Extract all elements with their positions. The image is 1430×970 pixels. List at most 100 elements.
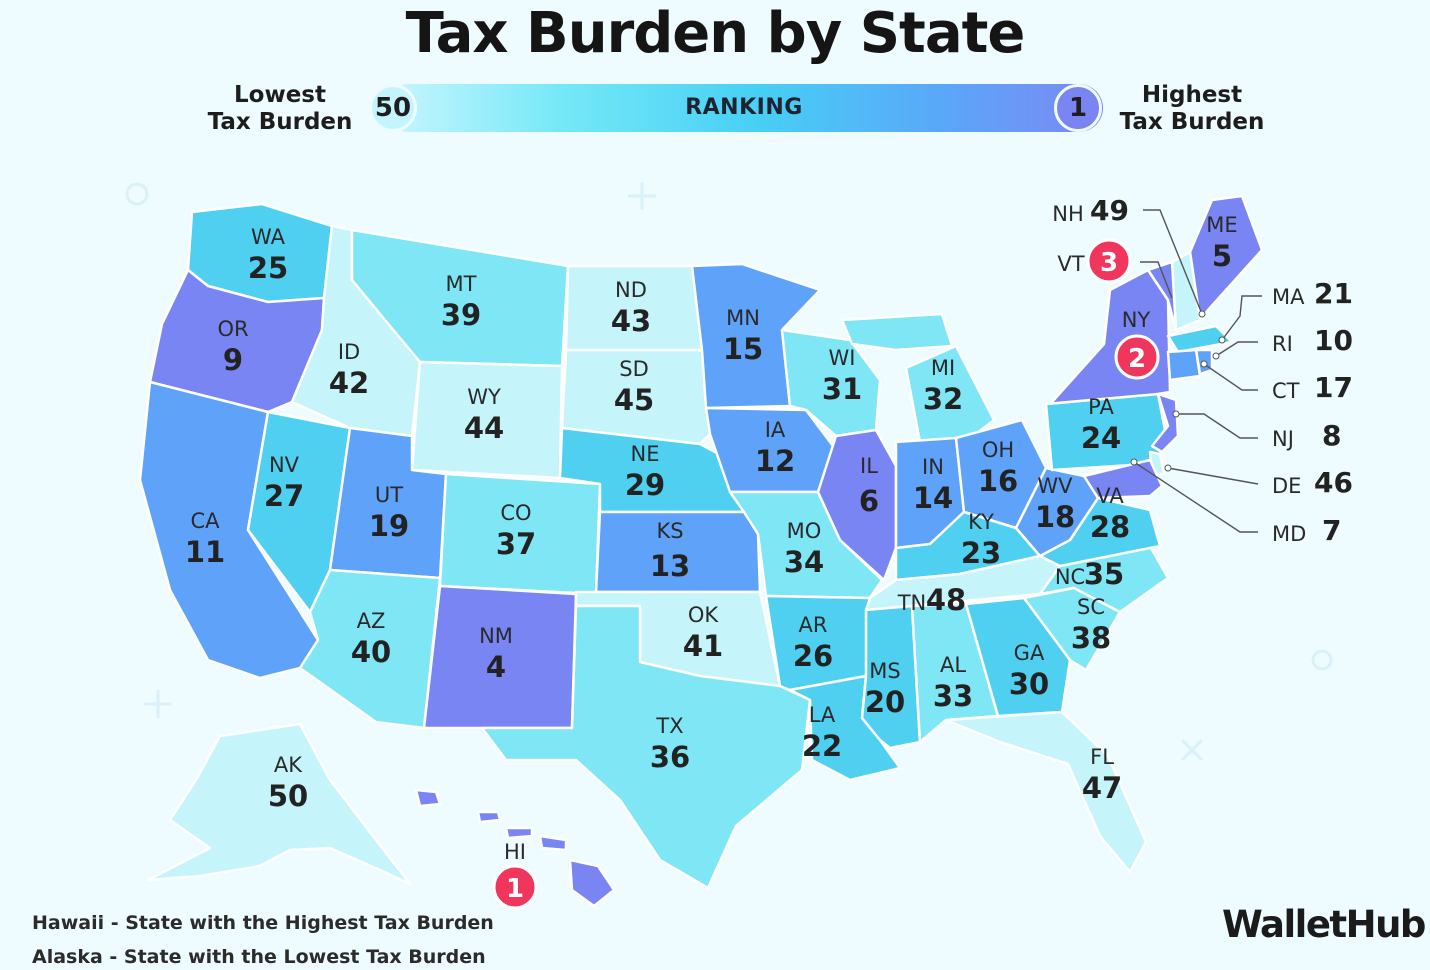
state-fl-rank: 47 [1082,771,1122,805]
state-md [1082,458,1164,500]
state-mi-rank: 32 [923,382,963,416]
callout-line-ct [1203,363,1258,391]
state-wa-abbr: WA [251,225,286,249]
state-id-rank: 42 [329,366,369,400]
state-mt-rank: 39 [441,298,481,332]
callout-leader-lines [1130,209,1262,533]
state-nh-abbr: NH [1052,202,1084,226]
state-ga [964,596,1072,718]
state-nc-abbr: NC [1055,565,1085,589]
state-labels: WA25OR9CA11NV27ID42MT39WY44UT19AZ40CO37N… [185,194,1353,910]
state-ma-abbr: MA [1272,285,1305,309]
state-tx-rank: 36 [650,740,690,774]
state-ia-abbr: IA [765,418,786,442]
callout-line-de [1167,467,1259,485]
state-ut-rank: 19 [369,509,409,543]
state-ga-rank: 30 [1009,667,1049,701]
state-pa-rank: 24 [1081,421,1121,455]
state-vt-rank: 3 [1100,248,1118,278]
state-ct-rank: 17 [1314,371,1353,404]
state-hi-rank: 1 [506,874,524,904]
state-tn-rank: 48 [926,583,966,617]
state-nv-rank: 27 [264,479,304,513]
state-sc-rank: 38 [1071,621,1111,655]
highest-rank-circle: 1 [1054,84,1102,132]
state-al-rank: 33 [933,679,973,713]
legend-highest-label: Highest Tax Burden [1119,82,1265,135]
callout-dot-ma [1218,336,1226,344]
state-or-abbr: OR [217,317,248,341]
state-mo-abbr: MO [787,519,822,543]
callout-line-nh [1143,209,1203,315]
state-md-abbr: MD [1272,522,1306,546]
state-fl [944,710,1148,874]
state-ny-rank-badge [1114,334,1160,380]
state-in-abbr: IN [922,455,944,479]
state-mi [840,312,996,444]
state-il-abbr: IL [860,454,878,478]
state-ak-rank: 50 [268,779,308,813]
state-oh-rank: 16 [978,464,1018,498]
state-wi-rank: 31 [822,372,862,406]
state-mn-abbr: MN [726,306,760,330]
ranking-bar-label: RANKING [685,95,803,120]
state-ne-abbr: NE [631,442,660,466]
state-ma-rank: 21 [1314,277,1353,310]
state-mt-abbr: MT [446,272,477,296]
state-ca-rank: 11 [185,535,225,569]
callout-line-nj [1176,413,1258,439]
page-title: Tax Burden by State [405,1,1026,66]
state-il-rank: 6 [859,484,879,518]
state-ut-abbr: UT [375,483,403,507]
state-nc-rank: 35 [1084,557,1124,591]
state-nv-abbr: NV [269,453,300,477]
state-ks [594,510,762,594]
state-ct [1166,348,1202,382]
state-az-abbr: AZ [357,609,386,633]
state-md-rank: 7 [1322,514,1341,547]
state-tx [480,604,812,890]
ranking-gradient-bar: RANKING [385,84,1103,132]
state-pa-abbr: PA [1088,395,1114,419]
state-ak [146,722,412,886]
state-in-rank: 14 [913,481,953,515]
state-sc-abbr: SC [1077,595,1105,619]
state-ne-rank: 29 [625,468,665,502]
state-sd [560,348,712,446]
state-me-abbr: ME [1206,213,1237,237]
state-sd-abbr: SD [619,357,649,381]
decorative-marks [125,182,1333,762]
state-ks-rank: 13 [650,549,690,583]
state-wi-abbr: WI [829,346,856,370]
legend-lowest-label: Lowest Tax Burden [207,82,353,135]
state-va-abbr: VA [1096,484,1124,508]
callout-dot-nh [1198,310,1206,318]
state-vt [1146,260,1178,332]
state-tx-abbr: TX [655,714,683,738]
state-sd-rank: 45 [614,383,654,417]
state-hi [414,788,616,908]
state-de-rank: 46 [1314,466,1353,499]
state-ok-rank: 41 [683,629,723,663]
state-nj [1150,392,1180,454]
state-al-abbr: AL [940,653,966,677]
state-ma [1166,324,1234,354]
state-fl-abbr: FL [1090,745,1114,769]
state-co-abbr: CO [500,501,531,525]
state-oh-abbr: OH [982,438,1014,462]
state-la-rank: 22 [802,729,842,763]
callout-dot-de [1164,464,1172,472]
callout-line-md [1133,461,1258,533]
state-de-abbr: DE [1272,474,1301,498]
callout-line-vt [1140,261,1173,299]
state-co-rank: 37 [496,527,536,561]
state-vt-abbr: VT [1057,252,1084,276]
state-nm-rank: 4 [486,650,506,684]
state-ny-abbr: NY [1122,308,1151,332]
state-la-abbr: LA [809,703,836,727]
state-ak-abbr: AK [274,753,303,777]
state-ms-rank: 20 [865,685,905,719]
state-ar-rank: 26 [793,639,833,673]
state-wa-rank: 25 [248,251,288,285]
